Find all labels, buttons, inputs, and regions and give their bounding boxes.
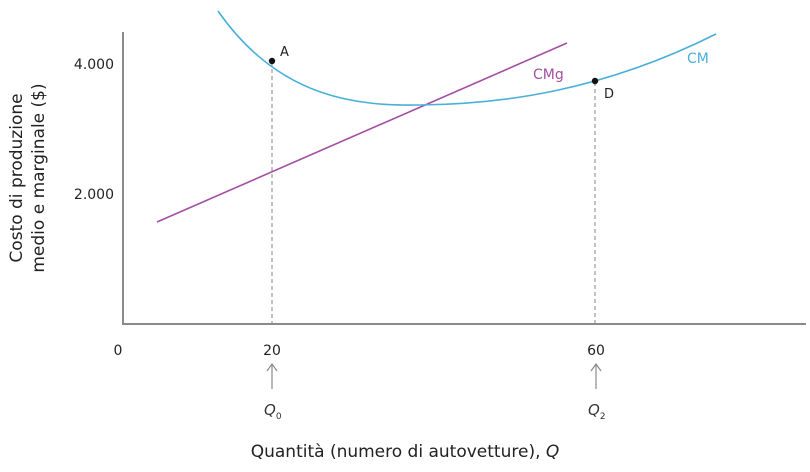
y-tick-4000: 4.000 <box>74 57 114 73</box>
y-axis-title-line2: medio e marginale ($) <box>29 83 49 272</box>
x-axis-title: Quantità (numero di autovetture), Q <box>251 442 560 462</box>
arrow-up-icon-q2 <box>590 362 602 389</box>
y-axis-title: Costo di produzione medio e marginale ($… <box>7 83 49 272</box>
cm-curve <box>217 10 717 106</box>
q2-label: Q2 <box>588 401 606 422</box>
point-d-marker <box>591 77 599 85</box>
x-tick-60: 60 <box>587 343 605 359</box>
point-a-label: A <box>280 45 289 60</box>
x-tick-0: 0 <box>114 343 123 359</box>
x-tick-20: 20 <box>263 343 281 359</box>
point-d-label: D <box>604 87 614 102</box>
cm-label: CM <box>687 51 709 67</box>
point-a-marker <box>268 57 276 65</box>
cmg-line <box>156 42 568 223</box>
y-tick-2000: 2.000 <box>74 187 114 203</box>
q0-label: Q0 <box>264 401 282 422</box>
arrow-up-icon-q0 <box>266 362 278 389</box>
y-axis-title-line1: Costo di produzione <box>7 93 27 262</box>
cmg-label: CMg <box>533 67 564 83</box>
